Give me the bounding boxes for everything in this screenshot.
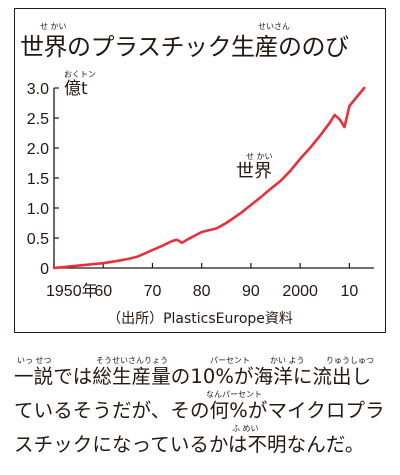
unit-ruby: おくトン	[64, 70, 96, 79]
y-tick-label: 1.0	[27, 201, 49, 218]
series-label-ruby: せ かい	[246, 152, 273, 161]
y-axis-unit: 億t	[64, 79, 88, 99]
body-ruby-kaiyou: かい よう	[270, 356, 305, 365]
x-tick-label: 1950年	[46, 282, 98, 300]
title-ruby-sekai: せ かい	[40, 22, 67, 31]
body-ruby-souseisanryou: そうせいさんりょう	[96, 356, 168, 365]
y-axis-ticks: 0 0.5 1.0 1.5 2.0 2.5 3.0	[27, 81, 59, 278]
y-tick-label: 0	[40, 261, 49, 278]
source-note: （出所）PlasticsEurope資料	[107, 311, 293, 327]
x-tick-label: 60	[94, 283, 112, 300]
x-tick-label: 80	[193, 283, 211, 300]
y-tick-label: 3.0	[27, 81, 49, 98]
y-tick-label: 0.5	[27, 231, 49, 248]
body-line-2: ているそうだが、その何%がマイクロプラ	[14, 399, 385, 422]
x-tick-label: 2000	[282, 283, 318, 300]
series-group	[52, 86, 366, 270]
chart-axes	[53, 88, 374, 269]
body-ruby-fumei: ふ めい	[232, 424, 259, 433]
y-tick-label: 2.0	[27, 141, 49, 158]
y-tick-label: 2.5	[27, 111, 49, 128]
title-ruby-seisan: せいさん	[258, 22, 290, 31]
x-tick-label: 10	[340, 283, 358, 300]
chart-frame	[14, 8, 386, 333]
body-line-1: 一説では総生産量の10%が海洋に流出し	[14, 365, 372, 388]
series-label-world: 世界	[236, 161, 272, 182]
y-tick-label: 1.5	[27, 171, 49, 188]
chart-title: 世界のプラスチック生産ののび	[20, 33, 349, 61]
body-ruby-ryuushutsu: りゅうしゅつ	[326, 356, 374, 365]
x-tick-label: 90	[242, 283, 260, 300]
series-line-world	[52, 86, 366, 270]
x-tick-label: 70	[144, 283, 162, 300]
body-ruby-percent: パーセント	[210, 356, 250, 365]
body-ruby-nanpercent: なんパーセント	[206, 390, 262, 399]
body-ruby-issetsu: いっ せつ	[17, 356, 52, 365]
body-line-3: スチックになっているかは不明なんだ。	[14, 433, 365, 456]
